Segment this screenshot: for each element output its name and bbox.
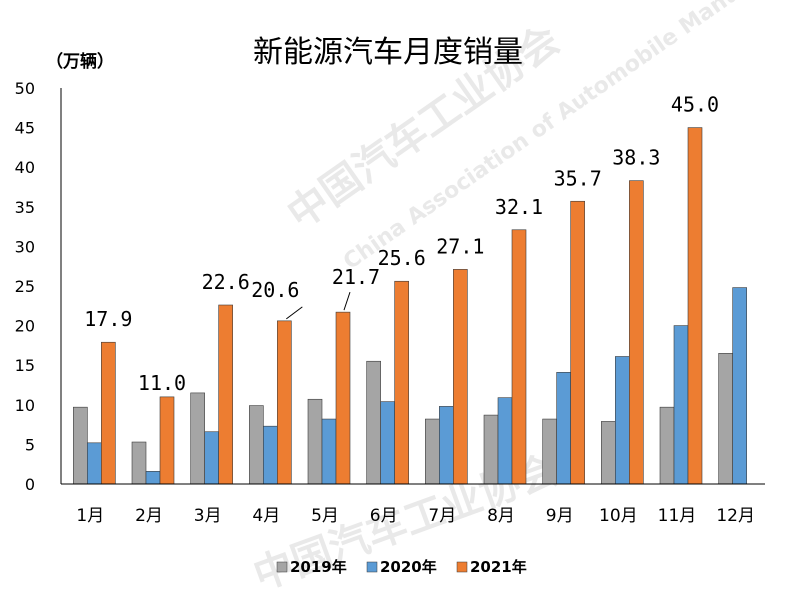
bar-2020年-10月 [615, 356, 630, 485]
x-tick-label: 6月 [370, 506, 398, 526]
bar-2020年-8月 [497, 397, 513, 485]
y-axis-unit: （万辆） [46, 51, 114, 72]
data-label: 17.9 [84, 307, 132, 331]
bar-2021年-10月 [629, 180, 644, 485]
legend-swatch-2021年 [456, 561, 468, 573]
data-label: 45.0 [671, 93, 719, 117]
y-tick-label: 10 [15, 396, 35, 415]
bar-2021年-1月 [101, 341, 116, 485]
bar-2019年-8月 [483, 414, 499, 485]
bar-2019年-9月 [542, 418, 557, 485]
data-label: 11.0 [138, 371, 186, 395]
x-tick-label: 9月 [546, 506, 574, 526]
y-tick-label: 35 [15, 198, 35, 217]
y-tick-label: 5 [25, 435, 35, 454]
bar-2019年-10月 [601, 421, 616, 485]
data-label: 20.6 [251, 278, 299, 302]
y-tick-label: 25 [15, 277, 35, 296]
legend-label: 2020年 [380, 558, 437, 576]
data-label: 32.1 [495, 195, 543, 219]
data-label-leader-line [286, 306, 303, 320]
legend: 2019年 2020年 2021年 [276, 558, 527, 576]
bar-2021年-2月 [159, 396, 175, 485]
y-tick-label: 15 [15, 356, 35, 375]
bar-2019年-6月 [366, 360, 381, 485]
x-tick-label: 7月 [428, 506, 456, 526]
bar-2020年-12月 [732, 287, 747, 485]
x-tick-label: 12月 [716, 506, 755, 526]
bar-2021年-7月 [453, 269, 468, 485]
x-tick-label: 10月 [599, 506, 638, 526]
data-label-leader-line [343, 291, 351, 311]
bar-2019年-12月 [718, 353, 733, 485]
bar-2019年-1月 [73, 406, 88, 485]
chart-title: 新能源汽车月度销量 [253, 35, 523, 70]
data-labels: 17.9 11.0 22.6 20.6 21.725.6 27.1 32.1 35.7 38.3… [84, 93, 719, 395]
bar-2020年-3月 [204, 431, 219, 485]
data-label: 38.3 [612, 146, 660, 170]
x-tick-label: 4月 [252, 506, 280, 526]
bar-2021年-6月 [394, 280, 409, 485]
bar-2019年-3月 [190, 392, 205, 485]
data-label: 25.6 [378, 246, 426, 270]
legend-label: 2019年 [290, 558, 347, 576]
data-label: 35.7 [554, 166, 602, 190]
legend-swatch-2020年 [366, 561, 378, 573]
y-tick-label: 0 [25, 475, 35, 494]
x-tick-label: 3月 [194, 506, 222, 526]
bar-2020年-2月 [145, 471, 161, 485]
bar-2021年-5月 [335, 311, 351, 485]
x-tick-label: 2月 [135, 506, 163, 526]
data-label: 27.1 [436, 234, 484, 258]
data-label: 21.7 [332, 265, 380, 289]
bar-2019年-5月 [307, 398, 323, 485]
x-tick-label: 1月 [76, 506, 104, 526]
bar-2021年-9月 [570, 200, 585, 485]
y-tick-label: 30 [15, 237, 35, 256]
x-tick-label: 11月 [658, 506, 697, 526]
bar-2021年-4月 [277, 320, 292, 485]
legend-swatch-2019年 [276, 561, 288, 573]
bars [73, 127, 747, 485]
y-tick-label: 40 [15, 158, 35, 177]
bar-2020年-5月 [321, 418, 337, 485]
y-tick-label: 20 [15, 317, 35, 336]
bar-2021年-8月 [511, 229, 527, 485]
bar-2020年-6月 [380, 401, 395, 485]
x-axis-ticks: 1月 2月 3月 4月 5月 6月 7月 8月 9月 10月 11月 12月 [76, 506, 755, 526]
bar-2020年-7月 [439, 406, 454, 485]
bar-2020年-9月 [556, 372, 571, 485]
x-tick-label: 5月 [311, 506, 339, 526]
bar-2020年-1月 [87, 442, 102, 485]
bar-2020年-4月 [263, 425, 278, 485]
bar-2019年-2月 [131, 441, 147, 485]
bar-2021年-3月 [218, 304, 233, 485]
bar-2019年-11月 [659, 406, 675, 485]
bar-2019年-4月 [249, 405, 264, 485]
y-axis-ticks: 0 5 10 15 20 25 30 35 40 45 50 [15, 79, 35, 494]
y-tick-label: 50 [15, 79, 35, 98]
x-tick-label: 8月 [487, 506, 515, 526]
bar-2020年-11月 [673, 325, 689, 485]
legend-label: 2021年 [470, 558, 527, 576]
bar-2021年-11月 [687, 127, 703, 485]
y-tick-label: 45 [15, 119, 35, 138]
data-label: 22.6 [202, 270, 250, 294]
bar-2019年-7月 [425, 418, 440, 485]
